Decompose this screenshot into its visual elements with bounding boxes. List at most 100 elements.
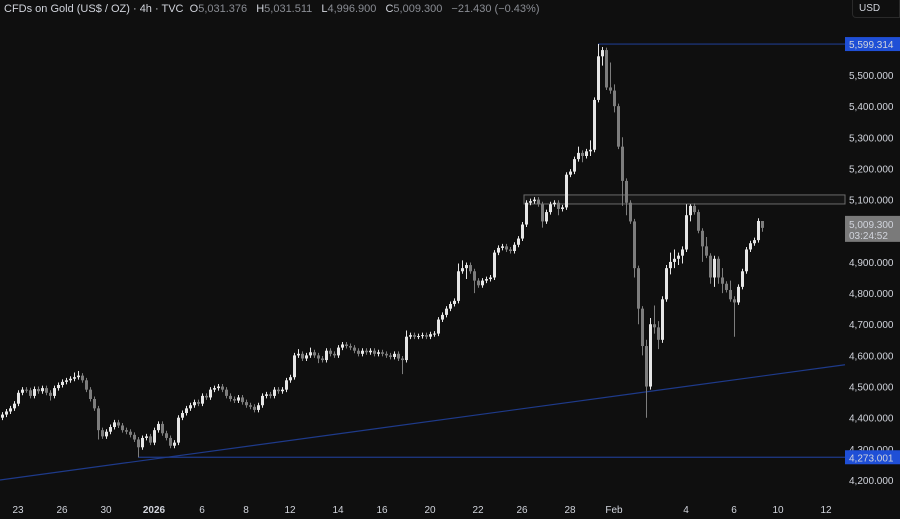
candle [69, 376, 72, 383]
candle [753, 237, 756, 246]
x-tick-label: 8 [243, 505, 249, 516]
candle-body [185, 408, 188, 414]
candle-body [365, 350, 368, 353]
y-tick-label: 4,600.000 [849, 351, 894, 362]
y-tick-label: 4,900.000 [849, 258, 894, 269]
candle [309, 347, 312, 358]
candle-body [737, 286, 740, 303]
candle-body [169, 437, 172, 446]
candle-body [201, 395, 204, 404]
candle-body [697, 212, 700, 231]
candle-body [277, 389, 280, 392]
current-price-label: 5,009.300 [849, 220, 894, 231]
candle [609, 62, 612, 94]
x-tick-label: 10 [772, 505, 784, 516]
candle [233, 396, 236, 404]
candle-body [285, 380, 288, 390]
y-tick-label: 5,200.000 [849, 164, 894, 175]
candle-body [465, 265, 468, 269]
candle-body [589, 149, 592, 152]
candle-body [265, 394, 268, 396]
candle-body [529, 201, 532, 203]
candle-body [525, 202, 528, 225]
candle-body [97, 408, 100, 431]
candle-body [121, 425, 124, 431]
candle [113, 419, 116, 430]
candle [1, 412, 4, 421]
candle-body [329, 350, 332, 354]
candle-body [685, 215, 688, 250]
candle-body [297, 353, 300, 356]
candle-body [309, 352, 312, 356]
candle [45, 385, 48, 396]
candle [29, 387, 32, 399]
candle [729, 280, 732, 302]
candle [605, 47, 608, 90]
open-label: O [189, 3, 199, 15]
candle-body [477, 280, 480, 286]
candle [21, 387, 24, 396]
candle [189, 402, 192, 411]
candle [577, 146, 580, 162]
x-tick-label: 12 [820, 505, 832, 516]
candle-body [537, 199, 540, 205]
candle-body [673, 258, 676, 262]
candle-body [473, 271, 476, 281]
y-tick-label: 4,400.000 [849, 414, 894, 425]
candle-body [161, 423, 164, 434]
candle [377, 349, 380, 357]
candle-body [725, 283, 728, 290]
candle [757, 218, 760, 243]
candle-body [5, 411, 8, 415]
candle [397, 351, 400, 361]
candle-body [221, 386, 224, 390]
price-tag [845, 37, 900, 52]
y-tick-label: 4,700.000 [849, 320, 894, 331]
candle [461, 260, 464, 274]
candle [489, 275, 492, 282]
candle [549, 201, 552, 215]
candle-body [85, 380, 88, 390]
candle-body [341, 344, 344, 348]
candle [477, 278, 480, 288]
candle-body [617, 106, 620, 147]
candle [53, 385, 56, 399]
candle [601, 46, 604, 66]
candle-body [749, 243, 752, 250]
candle-body [429, 334, 432, 337]
candle [709, 253, 712, 284]
candle-body [517, 238, 520, 245]
candle [285, 377, 288, 393]
candle [705, 237, 708, 259]
candle-body [177, 417, 180, 443]
candle-body [493, 252, 496, 278]
candle [525, 200, 528, 228]
candle [393, 351, 396, 360]
candle [241, 394, 244, 405]
candle-body [449, 303, 452, 309]
candle [465, 262, 468, 280]
candle-body [237, 397, 240, 401]
candle-body [461, 268, 464, 272]
candle [589, 140, 592, 157]
candle [441, 312, 444, 323]
candle [365, 348, 368, 355]
candle-body [705, 246, 708, 256]
candle [633, 218, 636, 278]
currency-button[interactable]: USD [852, 0, 900, 18]
candle-body [509, 249, 512, 252]
candle [249, 402, 252, 410]
candle [289, 374, 292, 383]
candles [1, 44, 764, 458]
symbol-title[interactable]: CFDs on Gold (US$ / OZ) · 4h · TVC [4, 3, 184, 15]
candle [585, 148, 588, 159]
candle [529, 198, 532, 206]
candle-body [565, 174, 568, 208]
candle [661, 296, 664, 343]
candle [213, 385, 216, 393]
candle [337, 345, 340, 358]
candle [121, 422, 124, 433]
candle [33, 386, 36, 399]
candle-body [345, 344, 348, 347]
